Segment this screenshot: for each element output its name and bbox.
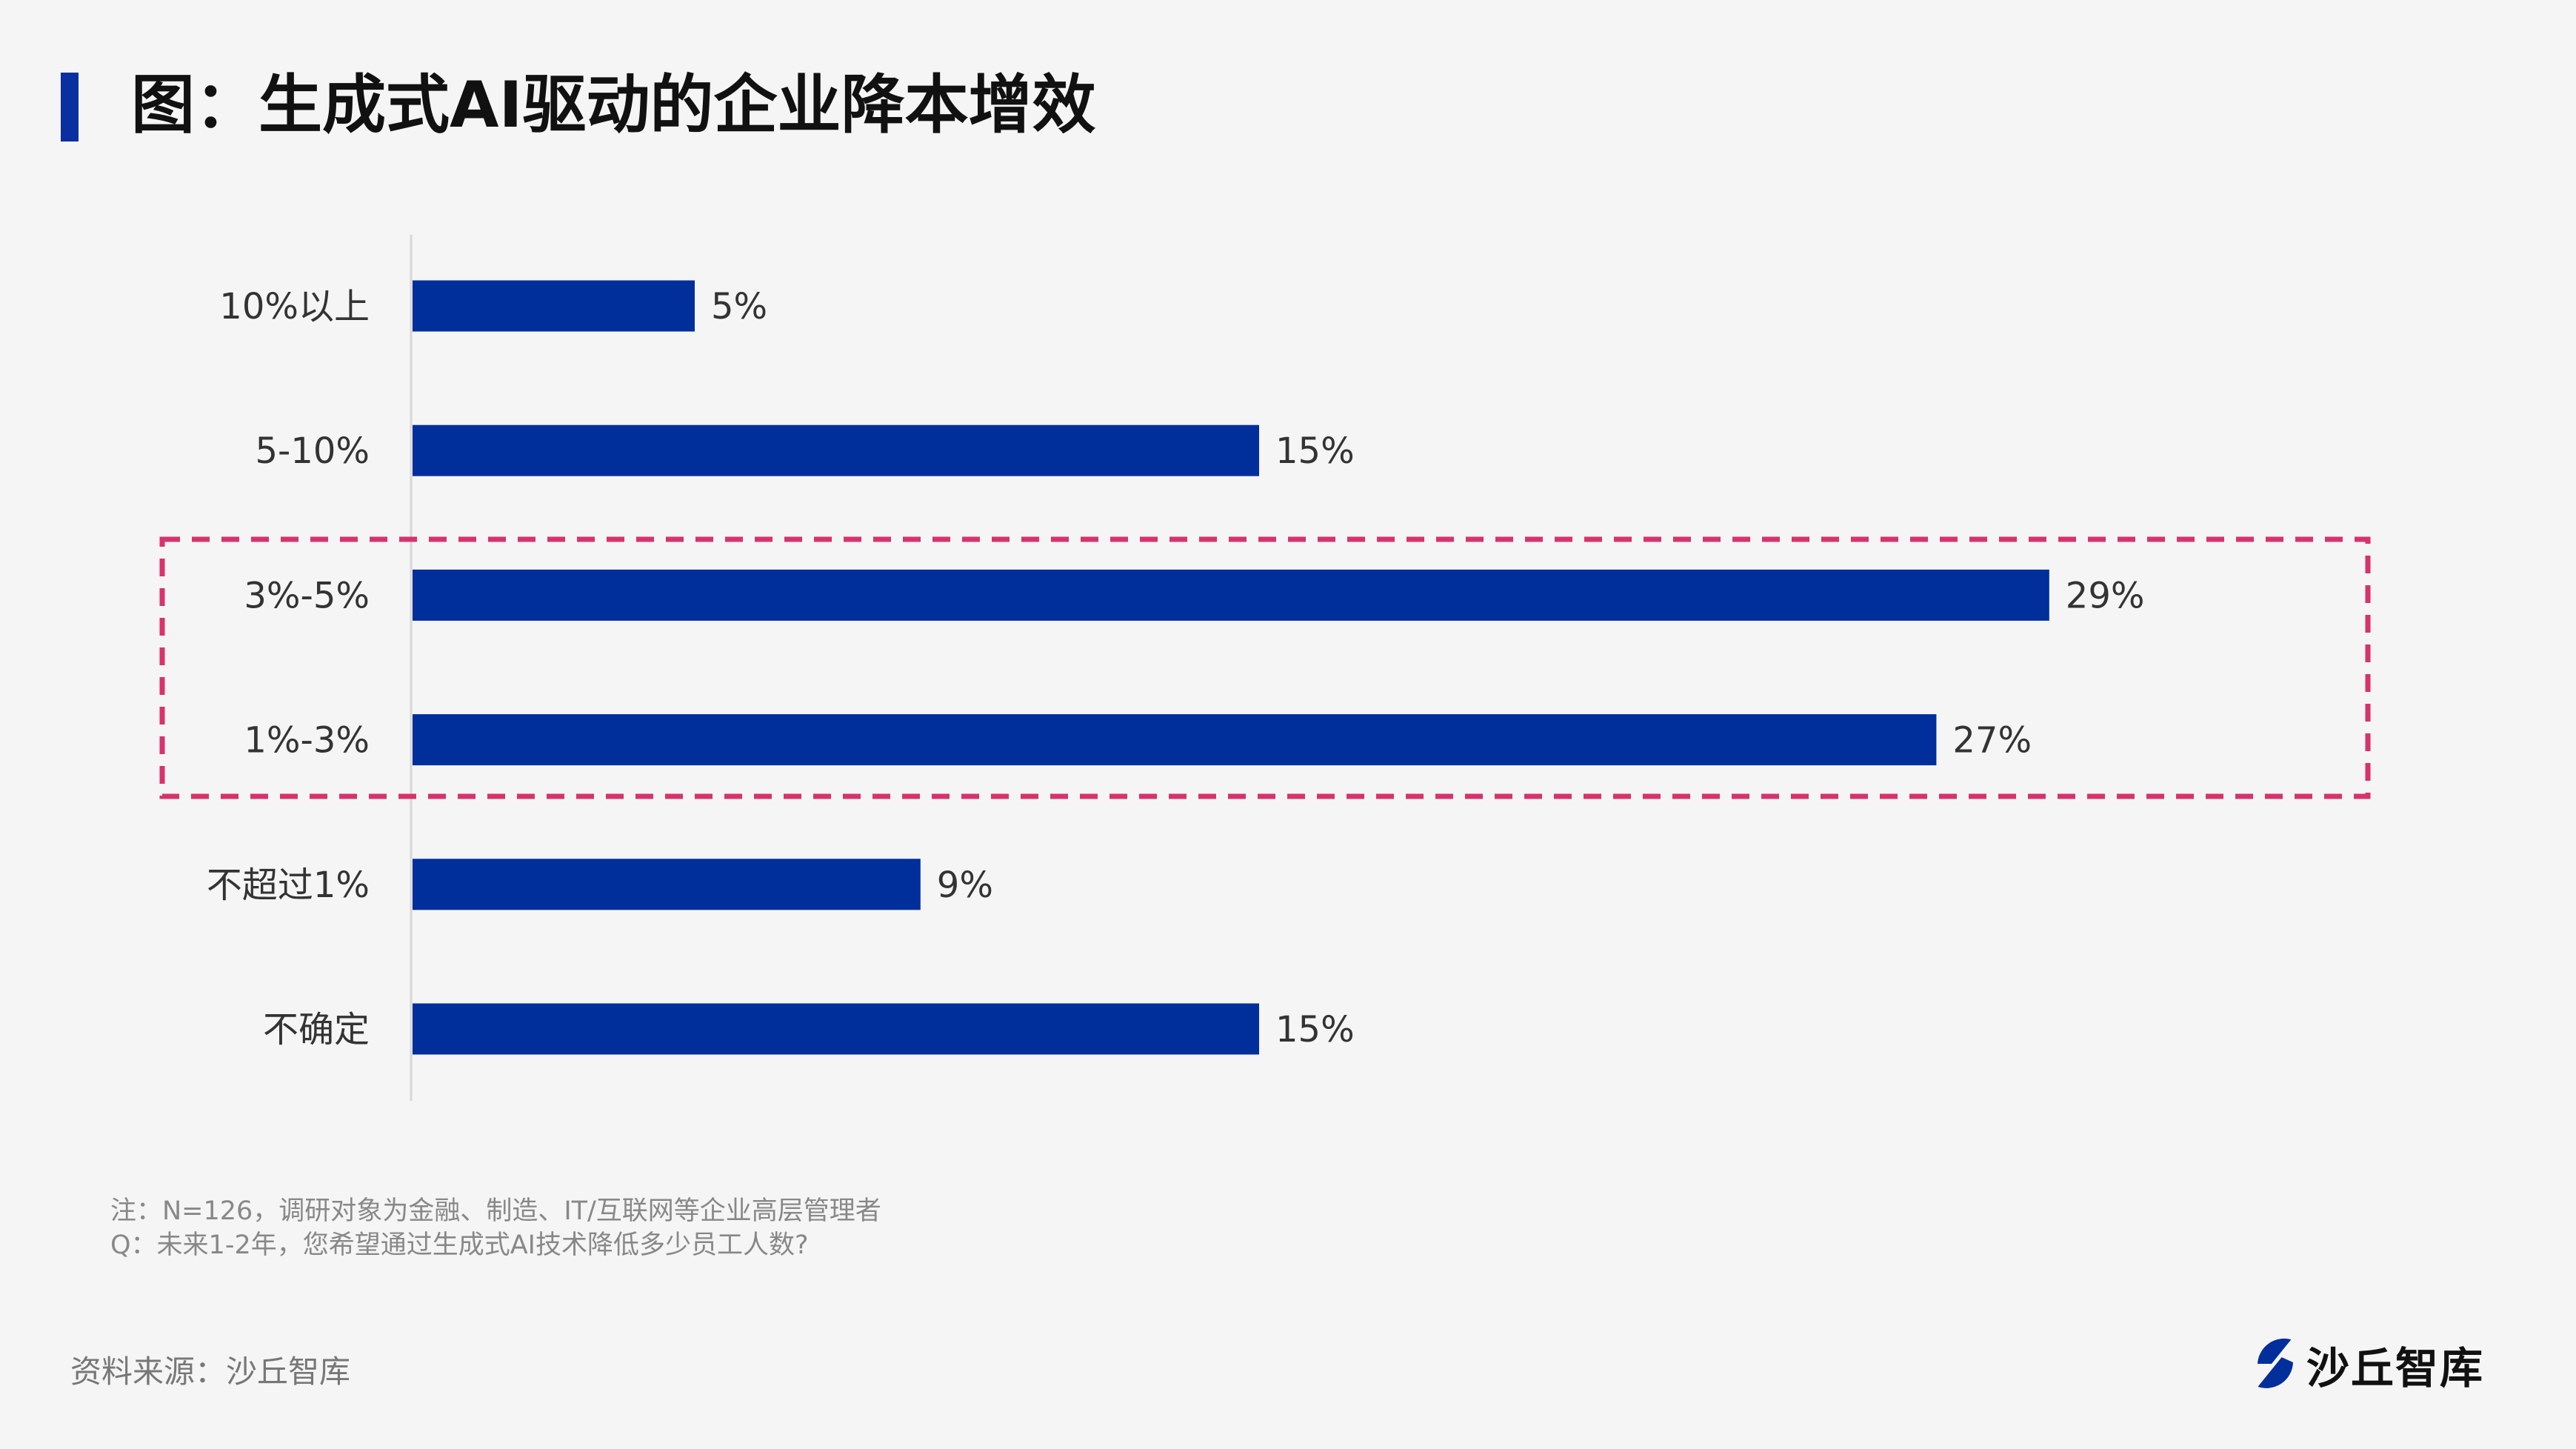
logo-text: 沙丘智库 — [2306, 1343, 2485, 1393]
logo: 沙丘智库 — [2253, 1333, 2484, 1396]
category-label: 不确定 — [263, 1009, 370, 1050]
category-label: 10%以上 — [219, 286, 370, 327]
note-question: Q：未来1-2年，您希望通过生成式AI技术降低多少员工人数? — [110, 1230, 809, 1260]
category-label: 1%-3% — [244, 720, 370, 762]
note-sample: 注：N=126，调研对象为金融、制造、IT/互联网等企业高层管理者 — [110, 1196, 881, 1226]
category-label: 3%-5% — [244, 575, 370, 616]
logo-s-icon — [2255, 1338, 2295, 1388]
source-text: 资料来源：沙丘智库 — [70, 1353, 351, 1390]
value-label: 27% — [1952, 720, 2032, 762]
bar-2 — [413, 569, 2049, 621]
highlight-dashed-box — [159, 536, 2371, 799]
value-label: 29% — [2066, 575, 2145, 616]
value-label: 9% — [937, 865, 993, 906]
bar-4 — [413, 859, 921, 910]
category-label: 5-10% — [255, 430, 370, 472]
value-label: 15% — [1275, 430, 1355, 472]
bar-0 — [413, 280, 695, 332]
bar-5 — [413, 1003, 1259, 1055]
bar-1 — [413, 424, 1259, 476]
value-label: 15% — [1275, 1009, 1355, 1050]
value-label: 5% — [711, 286, 767, 327]
chart-title: 图：生成式AI驱动的企业降本增效 — [131, 68, 1096, 142]
category-label: 不超过1% — [207, 865, 370, 906]
bar-3 — [413, 714, 1937, 766]
title-accent-bar — [61, 73, 79, 141]
